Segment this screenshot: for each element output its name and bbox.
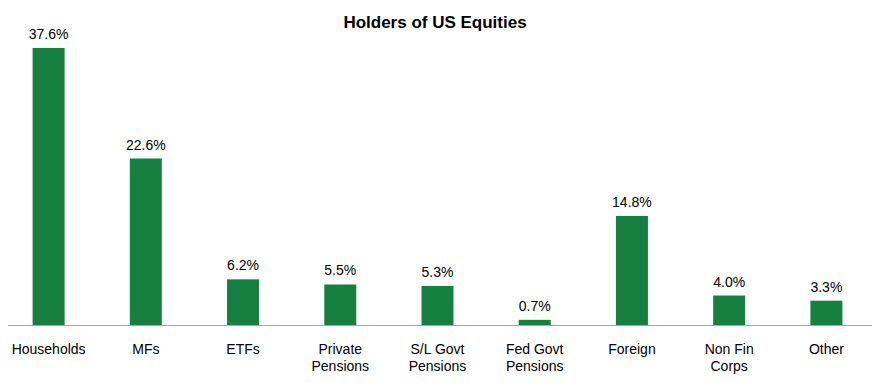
x-tick-label-line: Non Fin (705, 341, 754, 357)
x-tick-label: Non FinCorps (705, 341, 754, 374)
bar (810, 301, 842, 325)
x-tick-label: MFs (132, 341, 159, 357)
x-tick-label-line: Pensions (409, 358, 467, 374)
data-label: 6.2% (227, 257, 259, 273)
data-label: 5.3% (422, 264, 454, 280)
x-tick-label: PrivatePensions (311, 341, 369, 374)
x-tick-label-line: Foreign (608, 341, 655, 357)
data-label: 3.3% (810, 279, 842, 295)
data-label: 22.6% (126, 137, 166, 153)
bar (227, 279, 259, 325)
chart-title: Holders of US Equities (343, 13, 526, 32)
bar (713, 296, 745, 325)
x-tick-label-line: Fed Govt (506, 341, 564, 357)
x-tick-label: Households (12, 341, 86, 357)
bar (130, 159, 162, 325)
data-label: 14.8% (612, 194, 652, 210)
data-label: 0.7% (519, 298, 551, 314)
data-label: 37.6% (29, 26, 69, 42)
bar (324, 284, 356, 325)
x-tick-label-line: Corps (710, 358, 747, 374)
x-tick-label-line: Pensions (506, 358, 564, 374)
bar (422, 286, 454, 325)
x-tick-label-line: Other (809, 341, 844, 357)
data-label: 4.0% (713, 274, 745, 290)
bar (616, 216, 648, 325)
x-tick-label-line: Households (12, 341, 86, 357)
x-tick-label-line: ETFs (226, 341, 259, 357)
x-tick-label: S/L GovtPensions (409, 341, 467, 374)
x-tick-label: Fed GovtPensions (506, 341, 564, 374)
x-axis-line (8, 325, 872, 326)
data-label: 5.5% (324, 262, 356, 278)
bar (519, 320, 551, 325)
x-tick-label: ETFs (226, 341, 259, 357)
chart-container: Holders of US Equities 37.6% 22.6% 6.2% 5.5%… (0, 0, 882, 383)
bars (33, 48, 843, 325)
x-tick-label-line: Private (318, 341, 362, 357)
x-tick-label: Other (809, 341, 844, 357)
x-tick-label: Foreign (608, 341, 655, 357)
x-tick-label-line: MFs (132, 341, 159, 357)
x-tick-label-line: S/L Govt (411, 341, 465, 357)
bar (33, 48, 65, 325)
x-tick-label-line: Pensions (311, 358, 369, 374)
chart-svg: Holders of US Equities 37.6% 22.6% 6.2% 5.5%… (0, 0, 882, 383)
